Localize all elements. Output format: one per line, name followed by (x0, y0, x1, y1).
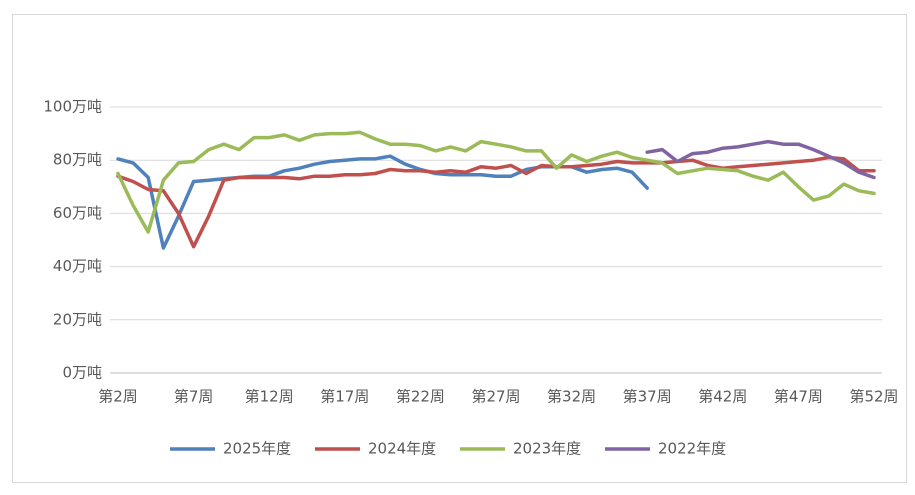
x-tick-label: 第7周 (174, 388, 214, 406)
series-line (116, 155, 876, 249)
x-tick-label: 第47周 (774, 388, 823, 406)
y-tick-label: 40万吨 (53, 257, 102, 275)
x-tick-label: 第52周 (849, 388, 898, 406)
legend-label: 2024年度 (368, 440, 436, 458)
x-tick-label: 第32周 (547, 388, 596, 406)
x-tick-label: 第37周 (623, 388, 672, 406)
x-tick-label: 第17周 (320, 388, 369, 406)
legend-label: 2022年度 (658, 440, 726, 458)
x-tick-label: 第12周 (245, 388, 294, 406)
series-line (645, 139, 876, 180)
series-line (116, 130, 876, 234)
y-tick-label: 60万吨 (53, 204, 102, 222)
x-tick-label: 第42周 (698, 388, 747, 406)
y-tick-label: 0万吨 (62, 364, 102, 382)
legend-label: 2023年度 (513, 440, 581, 458)
y-tick-label: 80万吨 (53, 151, 102, 169)
chart-border (12, 14, 907, 483)
legend-label: 2025年度 (223, 440, 291, 458)
x-tick-label: 第22周 (396, 388, 445, 406)
y-tick-label: 100万吨 (43, 98, 102, 116)
x-tick-label: 第2周 (98, 388, 138, 406)
y-tick-label: 20万吨 (53, 310, 102, 328)
x-tick-label: 第27周 (471, 388, 520, 406)
